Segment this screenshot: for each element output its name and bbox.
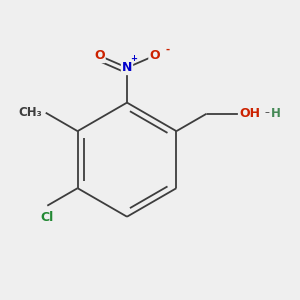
Text: N: N xyxy=(122,61,132,74)
Text: O: O xyxy=(149,49,160,62)
Text: Cl: Cl xyxy=(41,211,54,224)
Text: –: – xyxy=(264,107,269,117)
Text: O: O xyxy=(94,49,105,62)
Text: CH₃: CH₃ xyxy=(18,106,42,119)
Text: -: - xyxy=(166,45,170,55)
Text: +: + xyxy=(130,54,137,63)
Text: H: H xyxy=(271,107,281,120)
Text: OH: OH xyxy=(239,107,260,120)
